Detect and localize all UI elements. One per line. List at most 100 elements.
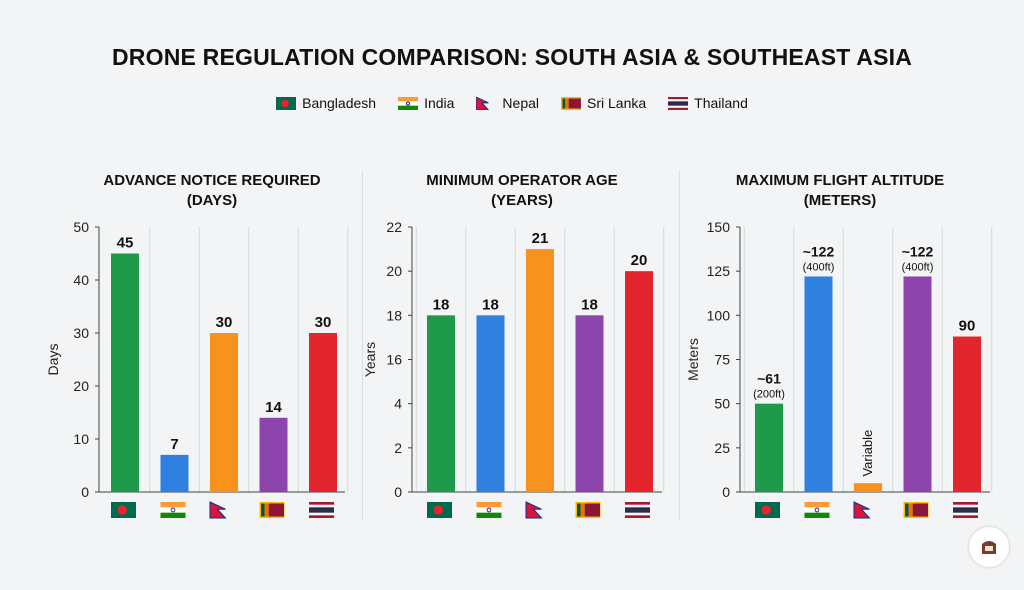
data-label: 18 <box>433 296 450 313</box>
flag-stripe <box>476 502 502 508</box>
bar-chart-2: 0 2 4 16 18 20 22 Years 18 18 21 18 20 <box>362 219 665 519</box>
flag-stripe <box>261 503 265 517</box>
data-label: 30 <box>315 314 332 331</box>
data-label: 45 <box>117 235 134 252</box>
bar-chart-1: 0 10 20 30 40 50 Days 45 7 30 14 30 <box>45 219 349 519</box>
flag-field <box>584 503 600 517</box>
y-tick-label: 2 <box>394 440 402 456</box>
data-label: ~122 <box>803 243 835 259</box>
y-axis-label: Meters <box>685 338 701 381</box>
y-tick-label: 40 <box>73 272 89 288</box>
y-axis-label: Years <box>362 342 378 377</box>
data-label-sub: (400ft) <box>902 261 934 273</box>
y-tick-label: 30 <box>73 325 89 341</box>
sri-lanka-flag-icon <box>561 96 582 110</box>
data-label: ~61 <box>757 371 781 387</box>
legend-item-bangladesh: Bangladesh <box>276 95 376 111</box>
flag-disc <box>761 505 772 515</box>
y-tick-label: 150 <box>707 219 731 235</box>
y-tick-label: 0 <box>81 484 89 500</box>
india-flag-icon <box>398 96 419 110</box>
bar-bangladesh <box>111 253 139 492</box>
thailand-flag-svg <box>668 96 689 110</box>
flag-field <box>568 98 581 108</box>
y-axis-label: Days <box>45 344 61 376</box>
flag-stripe <box>264 503 268 517</box>
panel-title-line: MINIMUM OPERATOR AGE <box>426 172 618 189</box>
flag-pennant <box>853 501 871 519</box>
bar-india <box>804 276 833 492</box>
bar-bangladesh <box>755 403 783 492</box>
bar-nepal <box>526 249 554 492</box>
thailand-flag-icon <box>668 96 689 110</box>
bar-nepal <box>210 333 238 492</box>
y-tick-label: 10 <box>73 431 89 447</box>
bar-sri-lanka <box>575 315 604 492</box>
sri-lanka-flag-icon <box>903 502 929 518</box>
panel-title-line: ADVANCE NOTICE REQUIRED <box>103 172 321 189</box>
flag-disc <box>281 99 290 107</box>
y-tick-label: 4 <box>394 396 402 412</box>
flag-wheel <box>486 507 492 513</box>
flag-stripe <box>577 503 581 517</box>
data-label: 18 <box>482 296 499 313</box>
panel-title-line: MAXIMUM FLIGHT ALTITUDE <box>735 172 945 189</box>
nepal-flag-icon <box>475 95 496 110</box>
flag-stripe <box>625 507 650 513</box>
legend-item-nepal: Nepal <box>475 95 540 111</box>
y-tick-label: 125 <box>707 263 731 279</box>
data-label: 90 <box>959 318 976 335</box>
bangladesh-flag-icon <box>427 502 452 518</box>
flag-stripe <box>398 100 419 106</box>
flag-stripe <box>562 98 566 108</box>
panel-title-line: (METERS) <box>803 192 877 209</box>
y-tick-label: 0 <box>394 484 402 500</box>
data-label-sub: (400ft) <box>803 261 835 273</box>
bar-chart-3: 0 25 50 75 100 125 150 Meters ~61 (200ft) ~122 (400… <box>685 219 993 519</box>
bar-thailand <box>953 336 981 492</box>
flag-stripe <box>309 507 334 513</box>
legend-label: India <box>424 95 455 111</box>
thailand-flag-icon <box>953 502 978 518</box>
legend-label: Bangladesh <box>302 95 377 111</box>
flag-stripe <box>160 507 186 513</box>
flag-stripe <box>908 503 912 517</box>
panel-title-advance-notice: ADVANCE NOTICE REQUIRED (DAYS) <box>62 171 362 211</box>
data-label: 21 <box>532 230 549 247</box>
flag-pennant <box>525 501 543 519</box>
y-tick-label: 75 <box>714 352 730 368</box>
flag-stripe <box>804 512 830 518</box>
flag-field <box>268 503 284 517</box>
flag-pennant <box>475 95 490 110</box>
legend-item-india: India <box>398 95 454 111</box>
flag-wheel <box>170 507 176 513</box>
bangladesh-flag-icon <box>111 502 136 518</box>
watermark-logo <box>969 527 1009 567</box>
y-tick-label: 0 <box>722 484 730 500</box>
legend-label: Sri Lanka <box>587 95 647 111</box>
panel-title-operator-age: MINIMUM OPERATOR AGE (YEARS) <box>372 171 672 211</box>
y-tick-label: 20 <box>73 378 89 394</box>
y-tick-label: 100 <box>707 307 731 323</box>
y-tick-label: 18 <box>386 307 402 323</box>
panel-title-line: (YEARS) <box>491 192 553 209</box>
india-flag-svg <box>398 96 419 110</box>
flag-stripe <box>398 96 419 101</box>
bangladesh-flag-icon <box>276 96 297 110</box>
nepal-flag-svg <box>475 95 490 110</box>
flag-stripe <box>160 512 186 518</box>
bar-bangladesh <box>427 315 455 492</box>
bar-sri-lanka <box>259 417 288 492</box>
sri-lanka-flag-svg <box>561 96 582 110</box>
legend-label: Nepal <box>502 95 540 111</box>
flag-stripe <box>476 507 502 513</box>
flag-stripe <box>804 507 830 513</box>
flag-wheel <box>406 101 411 105</box>
panel-divider <box>679 170 680 520</box>
flag-disc <box>433 505 444 515</box>
bar-india <box>160 454 189 492</box>
nepal-flag-icon <box>525 501 543 519</box>
data-label-sub: (200ft) <box>753 389 785 401</box>
sri-lanka-flag-icon <box>561 96 582 110</box>
india-flag-icon <box>476 502 502 518</box>
